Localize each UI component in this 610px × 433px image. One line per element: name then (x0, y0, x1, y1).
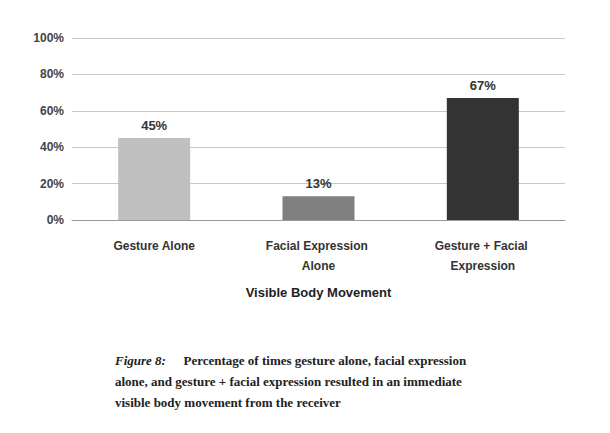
svg-text:60%: 60% (40, 104, 64, 118)
svg-text:Facial Expression: Facial Expression (266, 239, 371, 253)
svg-text:Percentage of times gesture al: Percentage of times gesture alone, facia… (184, 353, 470, 368)
svg-text:visible body movement from the: visible body movement from the receiver (115, 395, 341, 410)
svg-text:100%: 100% (33, 31, 64, 45)
svg-text:Visible Body Movement: Visible Body Movement (246, 285, 392, 300)
svg-text:67%: 67% (470, 78, 496, 93)
svg-text:13%: 13% (305, 176, 331, 191)
svg-text:40%: 40% (40, 140, 64, 154)
svg-text:Gesture Alone: Gesture Alone (113, 239, 195, 253)
svg-text:Alone: Alone (302, 259, 336, 273)
svg-text:Expression: Expression (450, 259, 515, 273)
svg-text:80%: 80% (40, 67, 64, 81)
svg-text:0%: 0% (47, 213, 65, 227)
svg-text:45%: 45% (141, 118, 167, 133)
svg-text:20%: 20% (40, 177, 64, 191)
svg-text:Gesture + Facial: Gesture + Facial (435, 239, 531, 253)
svg-text:Figure 8:: Figure 8: (114, 353, 166, 368)
svg-text:alone, and gesture + facial ex: alone, and gesture + facial expression r… (115, 374, 465, 389)
